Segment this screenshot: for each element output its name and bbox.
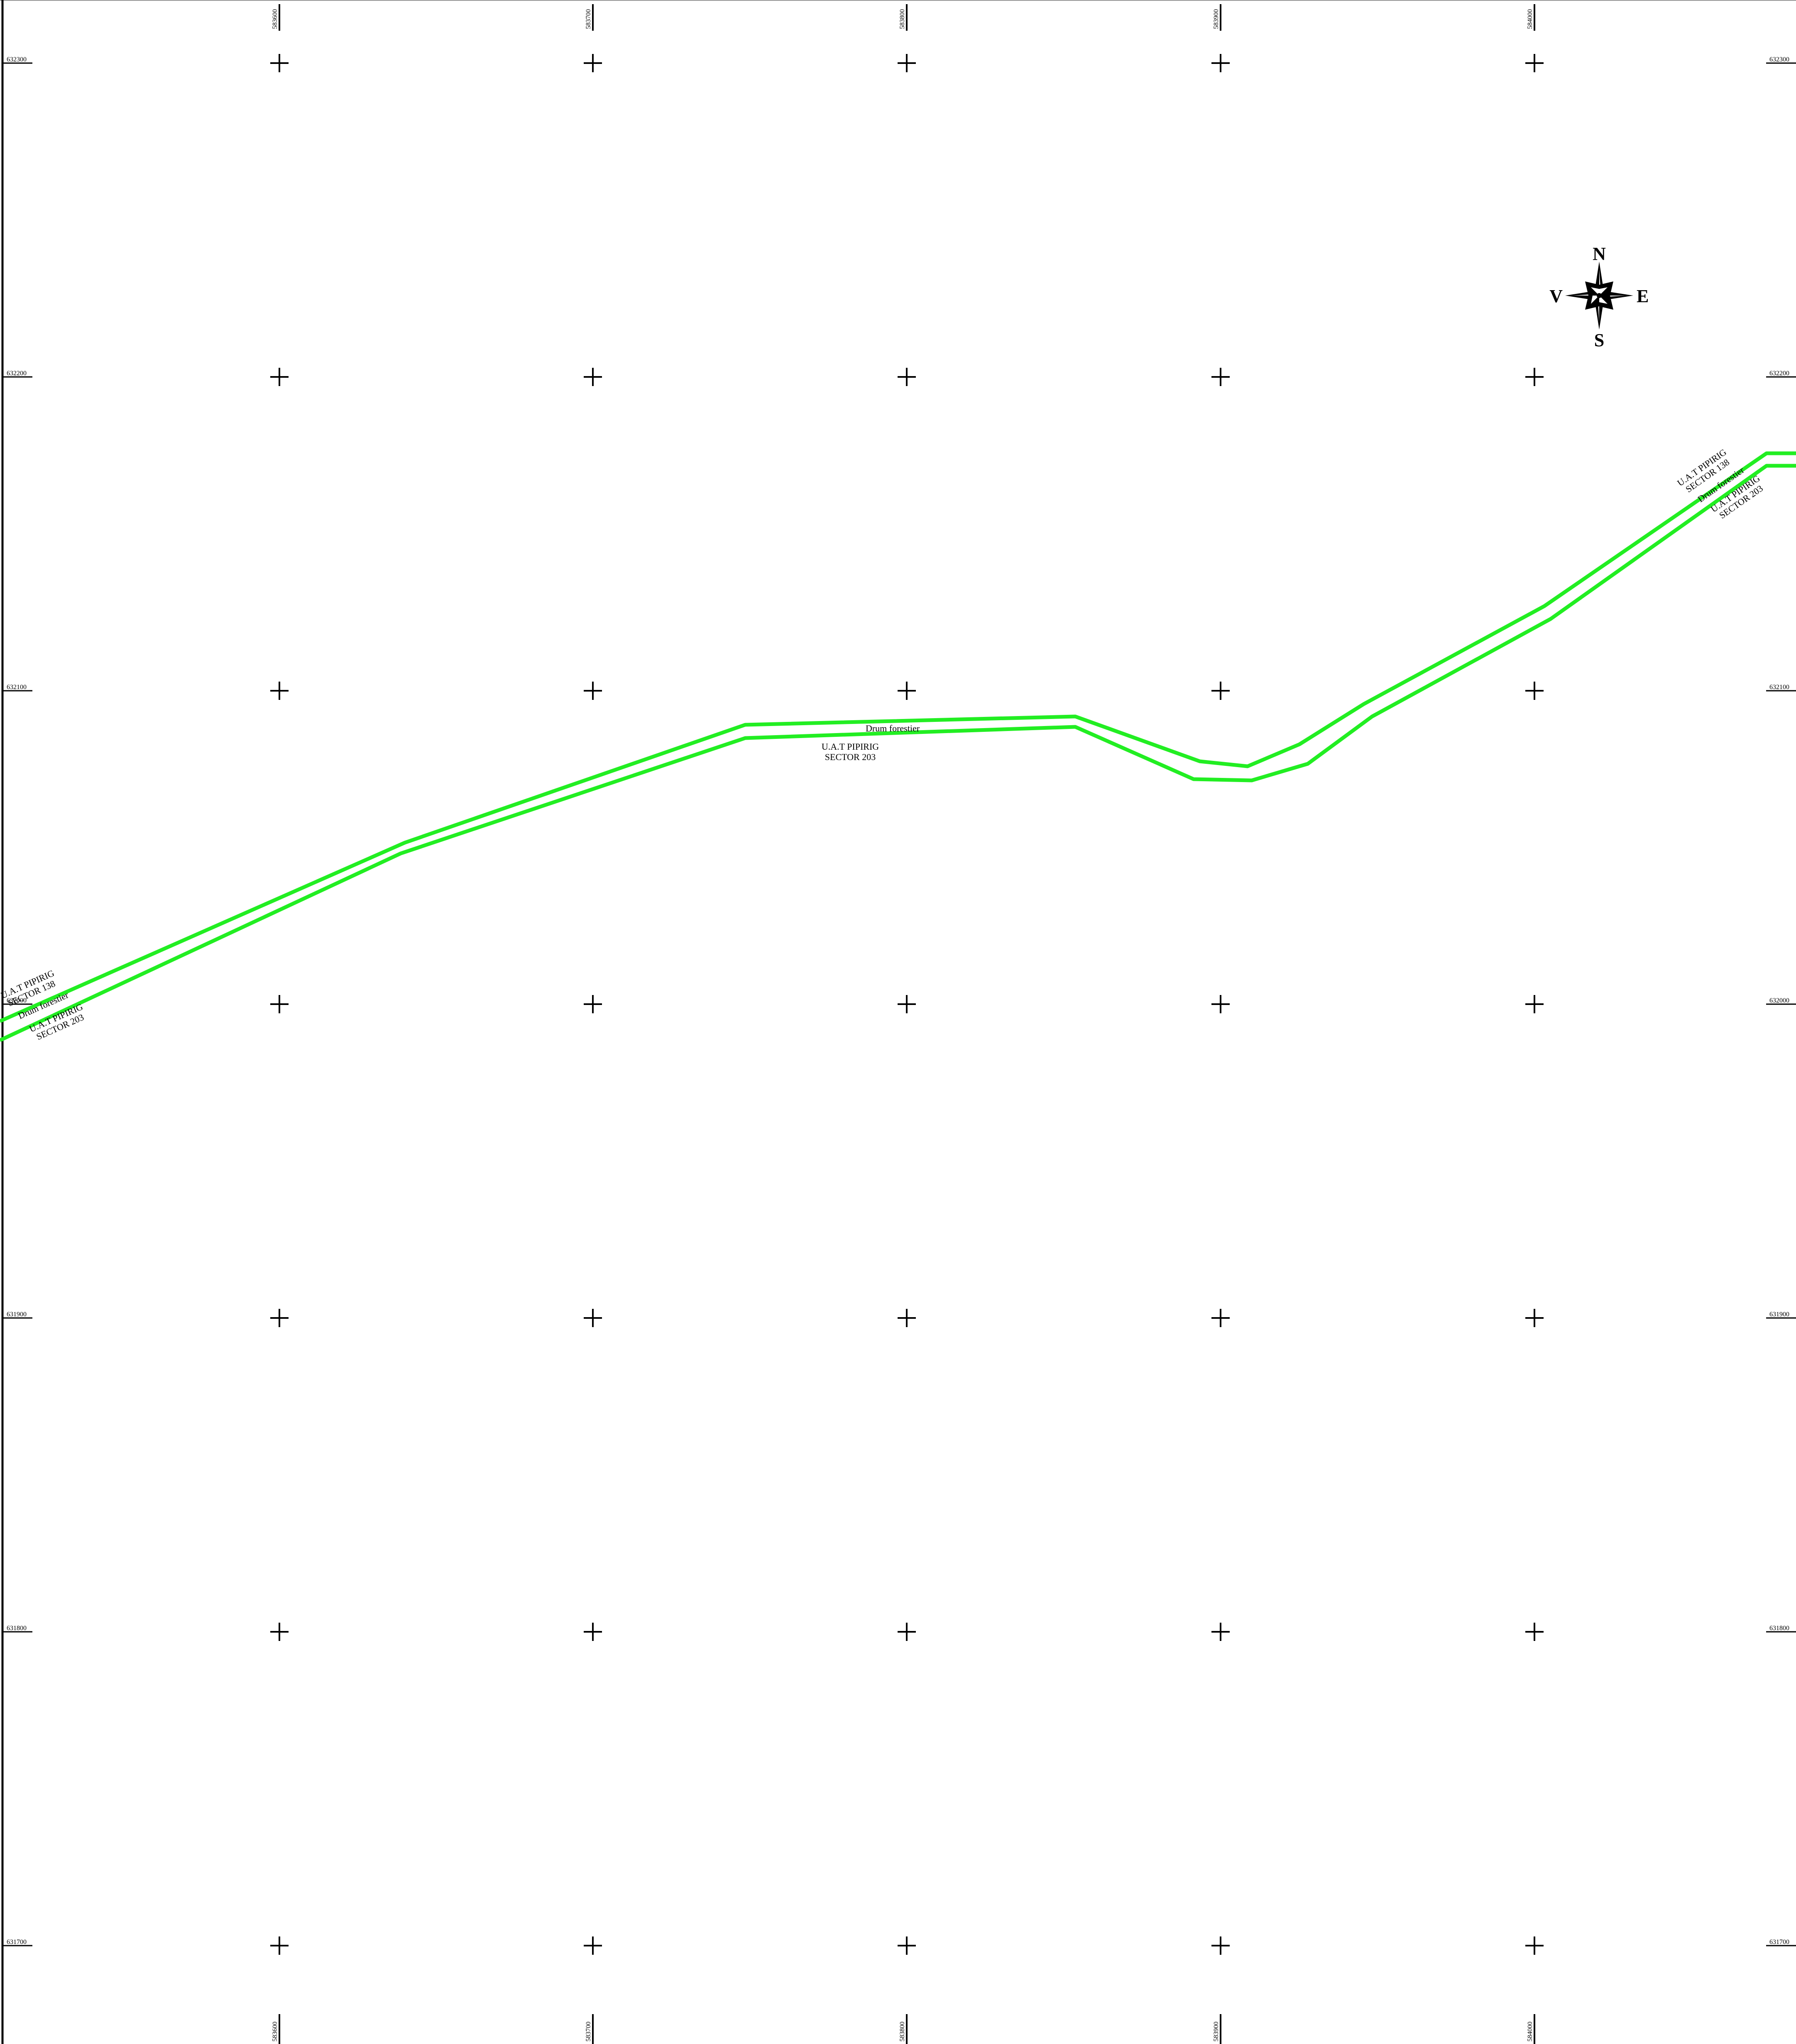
top-easting-labels: 583600 583700 583800 583900 584000	[272, 9, 1534, 29]
top-easting-label: 583900	[1213, 9, 1220, 29]
right-northing-label: 631800	[1769, 1625, 1789, 1632]
bottom-easting-label: 583800	[899, 2022, 906, 2042]
grid-cross-icon	[270, 1936, 289, 1955]
compass-west-label: V	[1549, 286, 1563, 306]
grid-cross-icon	[1211, 682, 1230, 700]
grid-cross-icon	[898, 368, 916, 386]
right-northing-label: 632300	[1769, 56, 1789, 63]
bottom-easting-label: 583600	[272, 2022, 279, 2042]
top-easting-ticks	[279, 4, 1535, 31]
top-easting-label: 583600	[272, 9, 279, 29]
grid-cross-icon	[270, 1623, 289, 1641]
road-edge-upper	[0, 451, 1796, 1023]
grid-cross-icon	[584, 1623, 602, 1641]
grid-crosses	[270, 54, 1544, 1955]
grid-cross-icon	[584, 682, 602, 700]
grid-cross-icon	[1525, 682, 1544, 700]
top-easting-label: 584000	[1527, 9, 1534, 29]
road-label-center: Drum forestier	[866, 723, 920, 733]
grid-cross-icon	[270, 995, 289, 1013]
grid-cross-icon	[1525, 54, 1544, 72]
left-northing-label: 632100	[7, 684, 27, 691]
grid-cross-icon	[898, 995, 916, 1013]
compass-north-label: N	[1593, 244, 1606, 264]
left-northing-label: 631800	[7, 1625, 27, 1632]
grid-cross-icon	[898, 1623, 916, 1641]
grid-cross-icon	[270, 682, 289, 700]
bottom-easting-label: 583700	[585, 2022, 592, 2042]
forest-road	[0, 451, 1796, 1042]
road-edge-lower	[0, 464, 1796, 1042]
bottom-easting-label: 584000	[1527, 2022, 1534, 2042]
grid-cross-icon	[898, 1936, 916, 1955]
grid-cross-icon	[1211, 1936, 1230, 1955]
right-northing-label: 631900	[1769, 1311, 1789, 1318]
left-northing-label: 631700	[7, 1939, 27, 1946]
grid-cross-icon	[584, 54, 602, 72]
grid-cross-icon	[1211, 54, 1230, 72]
grid-cross-icon	[584, 995, 602, 1013]
grid-cross-icon	[584, 1309, 602, 1327]
compass-east-label: E	[1637, 286, 1649, 306]
grid-cross-icon	[898, 682, 916, 700]
right-northing-label: 632000	[1769, 997, 1789, 1004]
grid-cross-icon	[1211, 995, 1230, 1013]
grid-cross-icon	[1525, 368, 1544, 386]
right-northing-label: 632100	[1769, 684, 1789, 691]
grid-cross-icon	[898, 1309, 916, 1327]
left-northing-ticks	[2, 62, 32, 1946]
grid-cross-icon	[1525, 1309, 1544, 1327]
compass-south-label: S	[1594, 330, 1604, 350]
top-easting-label: 583700	[585, 9, 592, 29]
bottom-easting-labels: 583600 583700 583800 583900 584000	[272, 2022, 1534, 2042]
left-northing-label: 632200	[7, 370, 27, 377]
top-easting-label: 583800	[899, 9, 906, 29]
center-labels: Drum forestier U.A.T PIPIRIG SECTOR 203	[822, 723, 920, 762]
left-northing-label: 632300	[7, 56, 27, 63]
grid-cross-icon	[1211, 1309, 1230, 1327]
left-northing-label: 631900	[7, 1311, 27, 1318]
right-labels: U.A.T PIPIRIG SECTOR 138 Drum forestier …	[1675, 447, 1765, 521]
compass-rose-icon: N S E V	[1549, 244, 1649, 350]
bottom-easting-ticks	[279, 2014, 1535, 2044]
grid-cross-icon	[584, 1936, 602, 1955]
sector-203-label-center: U.A.T PIPIRIG	[822, 741, 879, 752]
grid-cross-icon	[898, 54, 916, 72]
right-northing-label: 632200	[1769, 370, 1789, 377]
grid-cross-icon	[270, 368, 289, 386]
bottom-easting-label: 583900	[1213, 2022, 1220, 2042]
grid-cross-icon	[270, 1309, 289, 1327]
sector-203-label-center: SECTOR 203	[825, 752, 876, 762]
grid-cross-icon	[1525, 995, 1544, 1013]
grid-cross-icon	[1211, 368, 1230, 386]
grid-cross-icon	[1525, 1936, 1544, 1955]
grid-cross-icon	[1211, 1623, 1230, 1641]
right-northing-label: 631700	[1769, 1939, 1789, 1946]
grid-cross-icon	[270, 54, 289, 72]
right-northing-ticks	[1766, 62, 1796, 1946]
left-northing-label: 632000	[7, 997, 27, 1004]
left-northing-labels: 632300 632200 632100 632000 631900 63180…	[7, 56, 27, 1946]
grid-cross-icon	[1525, 1623, 1544, 1641]
right-northing-labels: 632300 632200 632100 632000 631900 63180…	[1769, 56, 1789, 1946]
grid-cross-icon	[584, 368, 602, 386]
